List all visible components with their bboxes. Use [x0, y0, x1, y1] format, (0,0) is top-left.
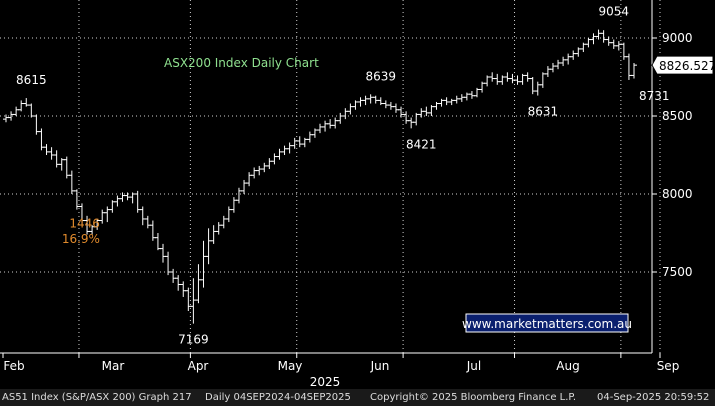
y-tick-label: 9000 — [662, 31, 693, 45]
footer-index-label: AS51 Index (S&P/ASX 200) Graph 217 — [2, 392, 192, 403]
footer-range-label: Daily 04SEP2024-04SEP2025 — [205, 392, 351, 403]
y-tick-label: 8500 — [662, 109, 693, 123]
asx200-chart: 7500 8000 8500 9000 Feb Mar Apr May Jun Jul Aug Sep… — [0, 0, 715, 389]
y-tick-label: 7500 — [662, 265, 693, 279]
x-month-label: May — [278, 359, 303, 373]
last-price-label: 8826.527 — [659, 59, 715, 73]
bloomberg-footer: AS51 Index (S&P/ASX 200) Graph 217 Daily… — [0, 389, 715, 406]
watermark-text: www.marketmatters.com.au — [462, 317, 632, 331]
x-month-label: Jun — [370, 359, 390, 373]
data-annotation: 16.9% — [62, 232, 100, 246]
data-annotation: 8421 — [406, 137, 437, 151]
last-price-tag — [651, 55, 714, 75]
data-annotation: 1446 — [69, 217, 100, 231]
watermark-box — [465, 313, 629, 333]
x-month-label: Apr — [188, 359, 209, 373]
chart-title: ASX200 Index Daily Chart — [164, 56, 319, 70]
data-annotation: 8615 — [16, 73, 47, 87]
x-month-label: Jul — [466, 359, 481, 373]
x-month-label: Aug — [556, 359, 579, 373]
footer-timestamp: 04-Sep-2025 20:59:52 — [597, 392, 710, 403]
x-month-label: Feb — [3, 359, 24, 373]
x-month-label: Sep — [657, 359, 680, 373]
data-annotation: 8731 — [639, 89, 670, 103]
data-annotation: 8631 — [528, 105, 559, 119]
y-tick-label: 8000 — [662, 187, 693, 201]
footer-copyright: Copyright© 2025 Bloomberg Finance L.P. — [370, 392, 577, 403]
x-month-label: Mar — [102, 359, 125, 373]
x-year-label: 2025 — [310, 375, 341, 389]
data-annotation: 8639 — [366, 69, 397, 83]
data-annotation: 7169 — [178, 333, 209, 347]
data-annotation: 9054 — [598, 5, 629, 19]
